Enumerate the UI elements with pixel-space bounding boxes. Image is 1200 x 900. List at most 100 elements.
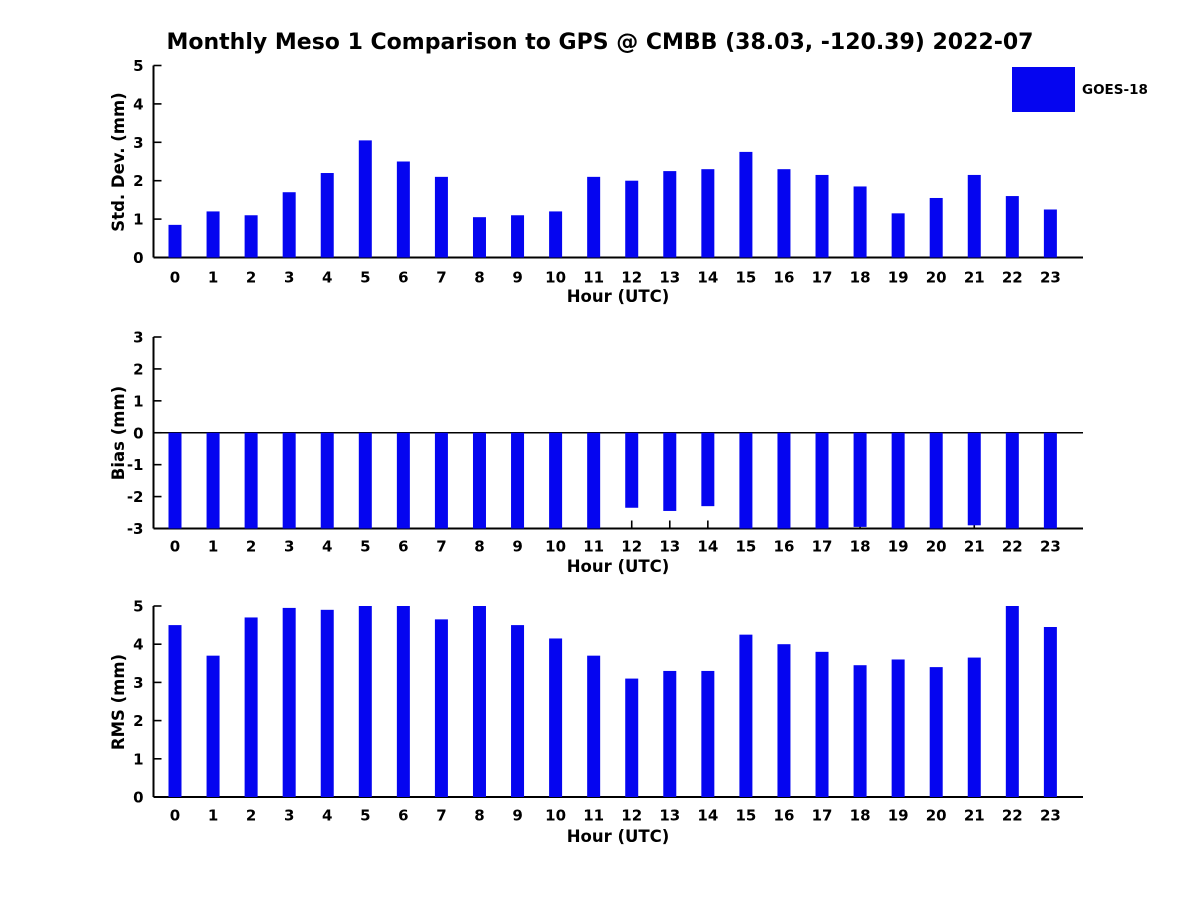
bias-x-tick-label: 11: [583, 538, 604, 556]
bar-rms-hour-2: [244, 617, 258, 797]
bar-bias-hour-20: [929, 432, 943, 529]
bar-rms-hour-14: [701, 670, 715, 797]
bar-stddev-hour-7: [434, 176, 448, 258]
bar-stddev-hour-0: [168, 224, 182, 258]
bias-x-tick-label: 13: [659, 538, 680, 556]
bar-bias-hour-16: [777, 432, 791, 529]
bar-rms-hour-23: [1043, 627, 1057, 797]
stddev-x-tick-label: 11: [583, 269, 604, 287]
figure-title: Monthly Meso 1 Comparison to GPS @ CMBB …: [166, 30, 1034, 55]
stddev-x-tick-label: 18: [850, 269, 871, 287]
bar-stddev-hour-4: [320, 173, 334, 258]
bar-rms-hour-18: [853, 665, 867, 797]
rms-y-tick-label: 5: [133, 598, 143, 616]
rms-x-tick-label: 11: [583, 807, 604, 825]
bias-y-tick-label: 2: [133, 360, 143, 378]
bias-y-tick-label: -2: [127, 488, 144, 506]
bar-stddev-hour-2: [244, 215, 258, 258]
bar-bias-hour-19: [891, 432, 905, 529]
bar-stddev-hour-10: [549, 211, 563, 258]
bar-rms-hour-9: [511, 625, 525, 797]
stddev-y-tick-label: 2: [133, 172, 143, 190]
rms-x-tick-label: 13: [659, 807, 680, 825]
bar-stddev-hour-8: [472, 217, 486, 258]
bias-x-tick-label: 20: [926, 538, 947, 556]
stddev-x-tick-label: 5: [360, 269, 370, 287]
rms-x-tick-label: 10: [545, 807, 566, 825]
bar-bias-hour-6: [396, 432, 410, 529]
bias-x-tick-label: 21: [964, 538, 985, 556]
bias-x-tick-label: 10: [545, 538, 566, 556]
bias-x-tick-label: 0: [170, 538, 180, 556]
rms-x-tick-label: 5: [360, 807, 370, 825]
bias-x-tick-label: 19: [888, 538, 909, 556]
rms-x-tick-label: 7: [436, 807, 446, 825]
bar-rms-hour-8: [472, 606, 486, 797]
bar-bias-hour-0: [168, 432, 182, 529]
stddev-y-tick-label: 3: [133, 134, 143, 152]
rms-x-tick-label: 2: [246, 807, 256, 825]
stddev-x-tick-label: 1: [208, 269, 218, 287]
stddev-x-tick-label: 17: [812, 269, 833, 287]
bar-bias-hour-18: [853, 432, 867, 527]
bar-stddev-hour-12: [625, 180, 639, 258]
bar-bias-hour-7: [434, 432, 448, 529]
bias-x-tick-label: 22: [1002, 538, 1023, 556]
rms-x-tick-label: 19: [888, 807, 909, 825]
rms-x-tick-label: 4: [322, 807, 332, 825]
rms-y-tick-label: 1: [133, 750, 143, 768]
bar-rms-hour-6: [396, 606, 410, 797]
bar-stddev-hour-5: [358, 140, 372, 258]
bar-rms-hour-3: [282, 607, 296, 797]
bar-bias-hour-12: [625, 432, 639, 508]
stddev-x-tick-label: 14: [697, 269, 718, 287]
bar-bias-hour-14: [701, 432, 715, 507]
rms-x-tick-label: 15: [735, 807, 756, 825]
bias-x-tick-label: 9: [512, 538, 522, 556]
stddev-x-tick-label: 7: [436, 269, 446, 287]
rms-y-tick-label: 2: [133, 712, 143, 730]
bias-x-tick-label: 7: [436, 538, 446, 556]
stddev-x-tick-label: 16: [774, 269, 795, 287]
bar-rms-hour-17: [815, 651, 829, 797]
rms-y-tick-label: 3: [133, 674, 143, 692]
stddev-y-tick-label: 4: [133, 95, 143, 113]
bias-y-tick-label: -1: [127, 456, 144, 474]
bar-stddev-hour-1: [206, 211, 220, 258]
bias-x-tick-label: 16: [774, 538, 795, 556]
stddev-x-tick-label: 8: [474, 269, 484, 287]
bar-bias-hour-3: [282, 432, 296, 529]
rms-x-tick-label: 16: [774, 807, 795, 825]
bar-rms-hour-5: [358, 606, 372, 797]
rms-x-tick-label: 17: [812, 807, 833, 825]
stddev-x-tick-label: 15: [735, 269, 756, 287]
bar-rms-hour-19: [891, 659, 905, 797]
rms-x-tick-label: 23: [1040, 807, 1061, 825]
stddev-x-tick-label: 0: [170, 269, 180, 287]
bar-stddev-hour-9: [511, 215, 525, 258]
bar-bias-hour-21: [967, 432, 981, 526]
rms-x-tick-label: 3: [284, 807, 294, 825]
stddev-x-tick-label: 19: [888, 269, 909, 287]
stddev-x-tick-label: 4: [322, 269, 332, 287]
stddev-y-tick-label: 0: [133, 249, 143, 267]
bar-rms-hour-4: [320, 609, 334, 797]
bar-stddev-hour-22: [1005, 196, 1019, 258]
stddev-x-tick-label: 6: [398, 269, 408, 287]
bar-rms-hour-0: [168, 625, 182, 797]
bias-y-tick-label: 3: [133, 329, 143, 347]
rms-y-tick-label: 4: [133, 636, 143, 654]
stddev-x-tick-label: 9: [512, 269, 522, 287]
bar-bias-hour-10: [549, 432, 563, 529]
stddev-x-tick-label: 21: [964, 269, 985, 287]
bar-bias-hour-22: [1005, 432, 1019, 529]
bar-stddev-hour-21: [967, 174, 981, 258]
bar-stddev-hour-14: [701, 169, 715, 258]
bar-rms-hour-11: [587, 655, 601, 797]
bar-bias-hour-8: [472, 432, 486, 529]
bar-bias-hour-5: [358, 432, 372, 529]
bias-x-tick-label: 4: [322, 538, 332, 556]
stddev-x-tick-label: 10: [545, 269, 566, 287]
